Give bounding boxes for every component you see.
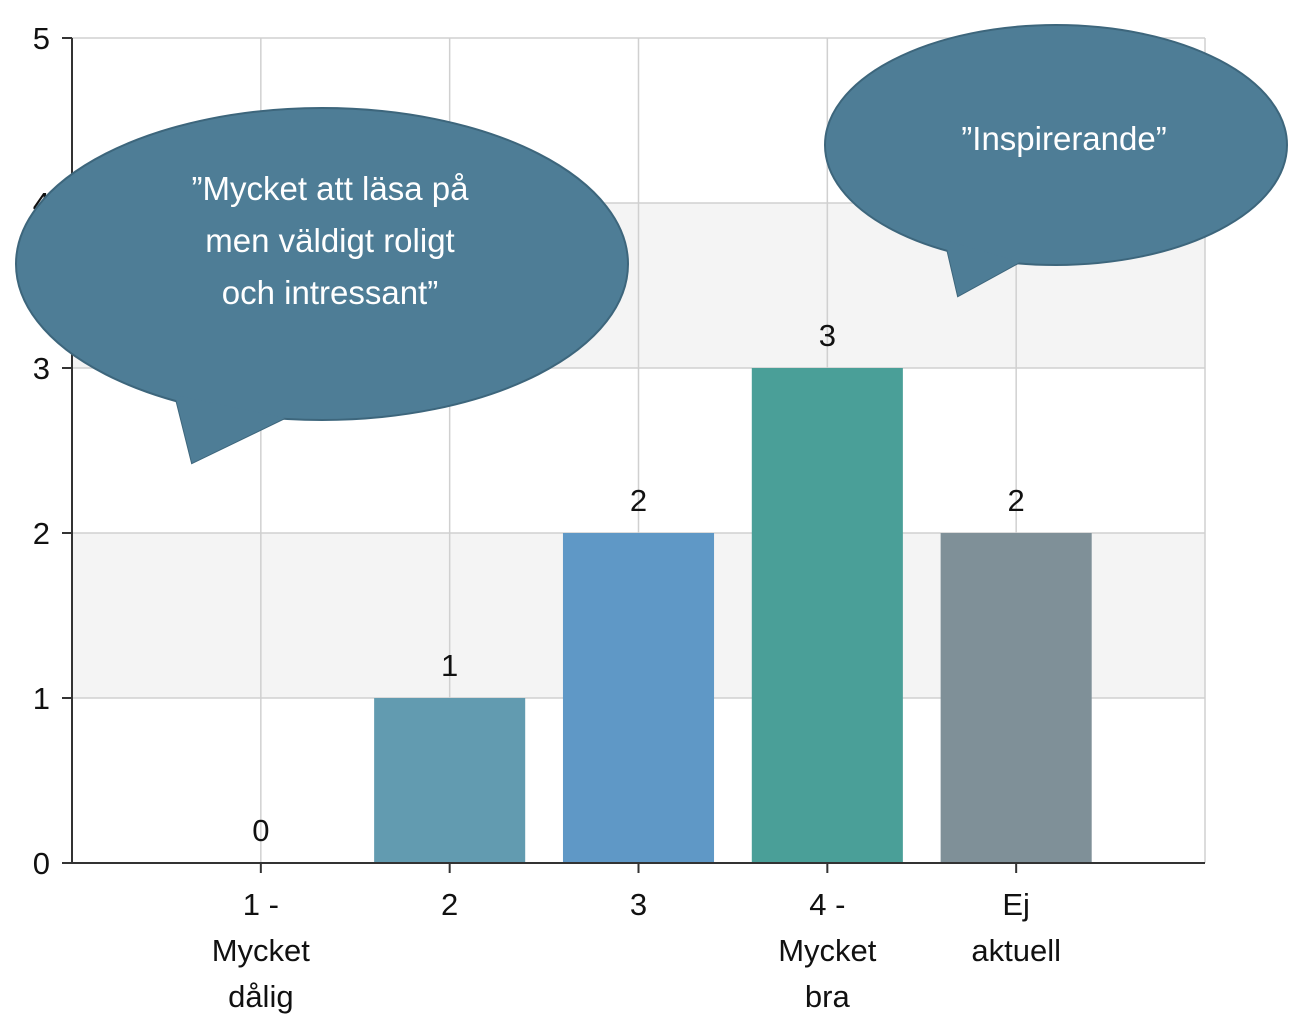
bubble-tail-fill	[945, 240, 1020, 296]
y-tick-label: 1	[33, 681, 50, 716]
value-label: 2	[630, 483, 647, 518]
value-label: 2	[1008, 483, 1025, 518]
y-tick-label: 2	[33, 516, 50, 551]
x-tick-label: 3	[630, 887, 647, 922]
annotation: ”Inspirerande”	[961, 120, 1166, 157]
bar	[562, 533, 715, 863]
annotation: ”Mycket att läsa på	[192, 170, 470, 207]
value-label: 0	[252, 813, 269, 848]
value-label: 1	[441, 648, 458, 683]
bar	[751, 368, 903, 863]
y-tick-label: 3	[33, 351, 50, 386]
annotation: men väldigt roligt	[205, 222, 454, 259]
bar	[940, 533, 1092, 863]
y-tick-label: 5	[33, 21, 50, 56]
bubble	[15, 107, 629, 421]
value-label: 3	[819, 318, 836, 353]
bubble-tail-fill	[175, 395, 285, 463]
bar	[374, 698, 526, 863]
x-tick-label: 2	[441, 887, 458, 922]
speech-bubble: ”Mycket att läsa på men väldigt roligt och…	[15, 107, 629, 465]
annotation: och intressant”	[222, 274, 438, 311]
bubble	[824, 24, 1288, 266]
x-tick-label: 4 -Mycket bra	[778, 887, 877, 1014]
x-tick-label: 1 -Mycket dålig	[212, 887, 311, 1014]
x-tick-label: Ej aktuell	[971, 887, 1061, 968]
speech-bubble: ”Inspirerande”	[824, 24, 1288, 298]
y-tick-label: 0	[33, 846, 50, 881]
